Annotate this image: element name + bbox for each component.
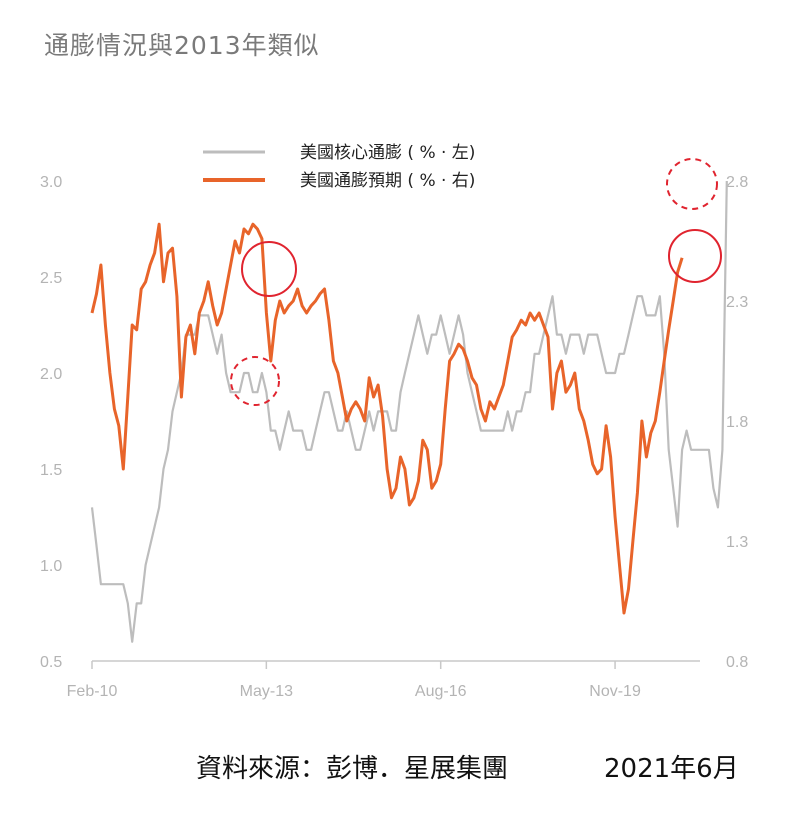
y-right-tick-label: 1.3 <box>726 534 748 551</box>
y-right-tick-label: 2.3 <box>726 294 748 311</box>
series-line-inflation-expectations <box>90 222 684 615</box>
y-right-tick-label: 0.8 <box>726 654 748 671</box>
legend-label-inflation-expectations: 美國通膨預期 ( % · 右) <box>300 171 475 191</box>
solid-circle-2013 <box>241 241 297 297</box>
solid-circle-2021 <box>668 229 722 283</box>
y-left-tick-label: 1.0 <box>40 558 62 575</box>
annotation-layer <box>230 158 722 406</box>
y-left-tick-label: 2.5 <box>40 270 62 287</box>
y-right-tick-label: 2.8 <box>726 174 748 191</box>
y-axis-left: 3.0 2.5 2.0 1.5 1.0 0.5 <box>40 174 62 671</box>
x-axis: Feb-10 May-13 Aug-16 Nov-19 <box>67 661 641 700</box>
dashed-circle-2013 <box>230 356 280 406</box>
y-left-tick-label: 2.0 <box>40 366 62 383</box>
y-left-tick-label: 3.0 <box>40 174 62 191</box>
y-left-tick-label: 1.5 <box>40 462 62 479</box>
series-line-core-inflation <box>90 180 728 643</box>
y-left-tick-label: 0.5 <box>40 654 62 671</box>
x-tick-label: Feb-10 <box>67 683 118 700</box>
source-note: 資料來源：彭博．星展集團 <box>196 754 509 784</box>
x-tick-label: May-13 <box>240 683 293 700</box>
date-note: 2021年6月 <box>604 754 739 784</box>
chart-title: 通膨情況與2013年類似 <box>44 31 320 60</box>
x-tick-label: Nov-19 <box>589 683 641 700</box>
legend: 美國核心通膨 ( % · 左) 美國通膨預期 ( % · 右) <box>203 143 475 191</box>
dual-axis-line-chart: 美國核心通膨 ( % · 左) 美國通膨預期 ( % · 右) Feb-10 Ma… <box>40 143 748 700</box>
y-right-tick-label: 1.8 <box>726 414 748 431</box>
y-axis-right: 2.8 2.3 1.8 1.3 0.8 <box>726 174 748 671</box>
legend-label-core-inflation: 美國核心通膨 ( % · 左) <box>300 143 475 163</box>
dashed-circle-2021 <box>666 158 718 210</box>
series-layer <box>90 180 728 643</box>
x-tick-label: Aug-16 <box>415 683 467 700</box>
